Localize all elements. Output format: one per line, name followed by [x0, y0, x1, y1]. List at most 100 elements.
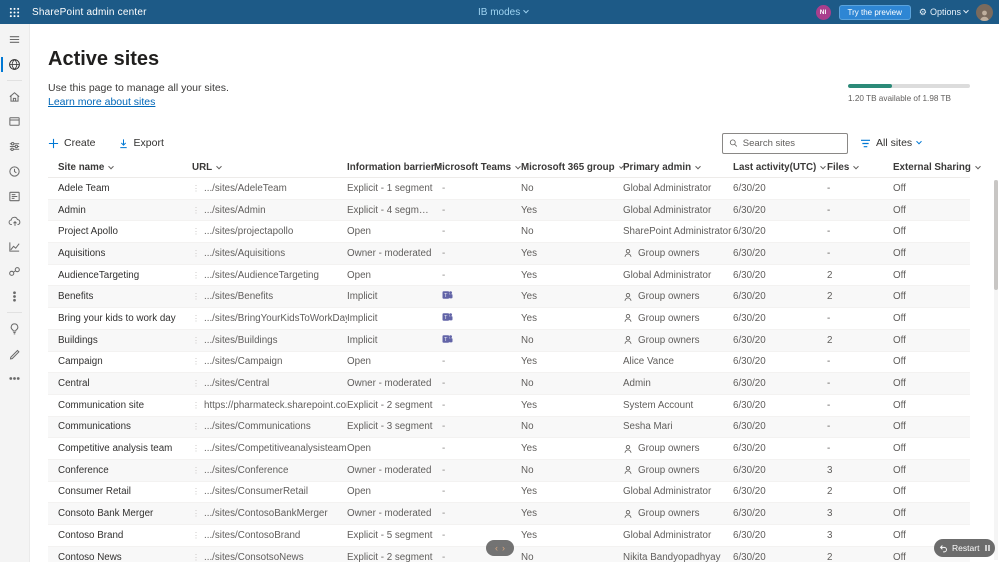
- site-name-cell[interactable]: Consoto Bank Merger: [58, 508, 154, 520]
- site-name-cell[interactable]: Conference: [58, 464, 109, 476]
- table-row[interactable]: Admin ⋮ .../sites/Admin Explicit - 4 segmen…: [48, 199, 970, 222]
- site-name-cell[interactable]: Contoso News: [58, 551, 122, 562]
- site-name-cell[interactable]: Aquisitions: [58, 247, 106, 259]
- app-launcher-waffle-icon[interactable]: [0, 0, 28, 24]
- site-name-cell[interactable]: Bring your kids to work day: [58, 312, 176, 324]
- site-name-cell[interactable]: Admin: [58, 204, 86, 216]
- table-row[interactable]: Competitive analysis team ⋮ .../sites/Comp…: [48, 438, 970, 460]
- teams-cell: -: [434, 270, 521, 281]
- hover-dots-icon: ⋮: [192, 465, 200, 475]
- sidebar-item-resources[interactable]: [0, 109, 29, 134]
- dash: -: [442, 378, 446, 390]
- site-name-cell[interactable]: Central: [58, 378, 90, 390]
- sidebar-item-home[interactable]: [0, 84, 29, 109]
- create-button[interactable]: Create: [48, 137, 96, 149]
- horizontal-scroll-pill[interactable]: ‹ ›: [486, 540, 514, 556]
- column-header-3[interactable]: Microsoft Teams: [434, 162, 521, 173]
- left-nav: [0, 24, 30, 562]
- table-row[interactable]: Consoto Bank Merger ⋮ .../sites/ContosoBan…: [48, 503, 970, 525]
- command-bar: Create Export All sites: [48, 130, 973, 156]
- sidebar-item-ideas[interactable]: [0, 316, 29, 341]
- site-name-cell[interactable]: Competitive analysis team: [58, 443, 173, 455]
- site-name-cell[interactable]: Contoso Brand: [58, 529, 124, 541]
- sidebar-item-settings[interactable]: [0, 134, 29, 159]
- demo-restart-button[interactable]: Restart: [934, 539, 995, 557]
- table-row[interactable]: Consumer Retail ⋮ .../sites/ConsumerRetail…: [48, 482, 970, 504]
- admin-name: Global Administrator: [623, 486, 712, 498]
- column-header-8[interactable]: External Sharing: [893, 162, 981, 173]
- site-name-cell[interactable]: Adele Team: [58, 182, 110, 194]
- column-header-6[interactable]: Last activity(UTC): [733, 162, 827, 173]
- table-row[interactable]: Aquisitions ⋮ .../sites/Aquisitions Owner -…: [48, 243, 970, 265]
- site-name-cell[interactable]: Project Apollo: [58, 226, 118, 238]
- table-row[interactable]: Central ⋮ .../sites/Central Owner - moderat…: [48, 373, 970, 395]
- teams-icon: T: [442, 334, 453, 343]
- site-name-cell[interactable]: Consumer Retail: [58, 486, 131, 498]
- scroll-right-icon[interactable]: ›: [502, 542, 505, 553]
- nav-menu-toggle[interactable]: [0, 27, 29, 52]
- scrollbar-thumb[interactable]: [994, 180, 998, 290]
- table-row[interactable]: Communication site ⋮ https://pharmateck.sh…: [48, 395, 970, 417]
- user-avatar[interactable]: [976, 3, 993, 21]
- scrollbar-track[interactable]: [994, 180, 998, 560]
- files-cell: 2: [827, 334, 833, 346]
- m365-group-cell: Yes: [521, 486, 537, 498]
- options-menu[interactable]: ⚙ Options: [919, 7, 969, 18]
- site-name-cell[interactable]: Communications: [58, 421, 131, 433]
- column-header-1[interactable]: URL: [192, 162, 347, 173]
- sidebar-item-policies[interactable]: [0, 159, 29, 184]
- export-button[interactable]: Export: [118, 137, 164, 149]
- sidebar-item-reports[interactable]: [0, 234, 29, 259]
- storage-bar-fill: [848, 84, 892, 88]
- table-row[interactable]: Buildings ⋮ .../sites/Buildings Implicit T No…: [48, 329, 970, 352]
- view-filter-label: All sites: [876, 137, 913, 149]
- search-sites-box[interactable]: [722, 132, 848, 154]
- dash: -: [442, 356, 446, 368]
- column-header-0[interactable]: Site name: [58, 162, 192, 173]
- sidebar-item-content-services[interactable]: [0, 184, 29, 209]
- app-title[interactable]: SharePoint admin center: [32, 6, 147, 18]
- site-name-cell[interactable]: Communication site: [58, 399, 145, 411]
- column-header-4[interactable]: Microsoft 365 group: [521, 162, 624, 173]
- column-header-5[interactable]: Primary admin: [623, 162, 733, 173]
- waffle-icon: [9, 7, 19, 17]
- files-cell: -: [827, 399, 831, 411]
- info-barrier-cell: Open: [347, 356, 371, 368]
- view-filter-dropdown[interactable]: All sites: [860, 137, 923, 149]
- table-row[interactable]: Adele Team ⋮ .../sites/AdeleTeam Explicit -…: [48, 178, 970, 200]
- column-header-7[interactable]: Files: [827, 162, 893, 173]
- learn-more-link[interactable]: Learn more about sites: [48, 96, 156, 108]
- try-preview-button[interactable]: Try the preview: [838, 4, 911, 20]
- sidebar-item-advanced[interactable]: [0, 259, 29, 284]
- site-name-cell[interactable]: Benefits: [58, 291, 94, 303]
- sidebar-item-migration[interactable]: [0, 209, 29, 234]
- table-row[interactable]: Conference ⋮ .../sites/Conference Owner - m…: [48, 459, 970, 482]
- column-header-2[interactable]: Information barrier: [347, 162, 442, 173]
- table-row[interactable]: AudienceTargeting ⋮ .../sites/AudienceTarg…: [48, 265, 970, 287]
- table-row[interactable]: Project Apollo ⋮ .../sites/projectapollo Op…: [48, 221, 970, 244]
- scroll-left-icon[interactable]: ‹: [495, 542, 498, 553]
- chevron-down-icon: [916, 138, 923, 145]
- table-row[interactable]: Communications ⋮ .../sites/Communications E…: [48, 416, 970, 439]
- sharing-cell: Off: [893, 399, 906, 411]
- table-row[interactable]: Benefits ⋮ .../sites/Benefits Implicit T Yes G…: [48, 286, 970, 309]
- search-input[interactable]: [742, 137, 841, 149]
- site-name-cell[interactable]: AudienceTargeting: [58, 269, 140, 281]
- sidebar-item-overflow[interactable]: [0, 366, 29, 391]
- sidebar-item-more-features[interactable]: [0, 284, 29, 309]
- site-name-cell[interactable]: Campaign: [58, 356, 103, 368]
- table-row[interactable]: Bring your kids to work day ⋮ .../sites/Br…: [48, 308, 970, 330]
- sidebar-item-sites[interactable]: [0, 52, 29, 77]
- table-row[interactable]: Campaign ⋮ .../sites/Campaign Open - Yes Alice…: [48, 352, 970, 374]
- dash: -: [442, 226, 446, 238]
- sidebar-item-customize[interactable]: [0, 341, 29, 366]
- main-content: Active sites Use this page to manage all…: [30, 24, 999, 562]
- primary-admin-cell: Group owners: [623, 508, 733, 519]
- info-barrier-cell: Open: [347, 226, 371, 238]
- ib-modes-dropdown[interactable]: IB modes: [478, 0, 530, 24]
- ellipsis-icon: [9, 377, 20, 380]
- last-activity-cell: 6/30/20: [733, 334, 766, 346]
- column-label: URL: [192, 162, 213, 173]
- persona-badge[interactable]: NI: [815, 4, 831, 20]
- site-name-cell[interactable]: Buildings: [58, 334, 98, 346]
